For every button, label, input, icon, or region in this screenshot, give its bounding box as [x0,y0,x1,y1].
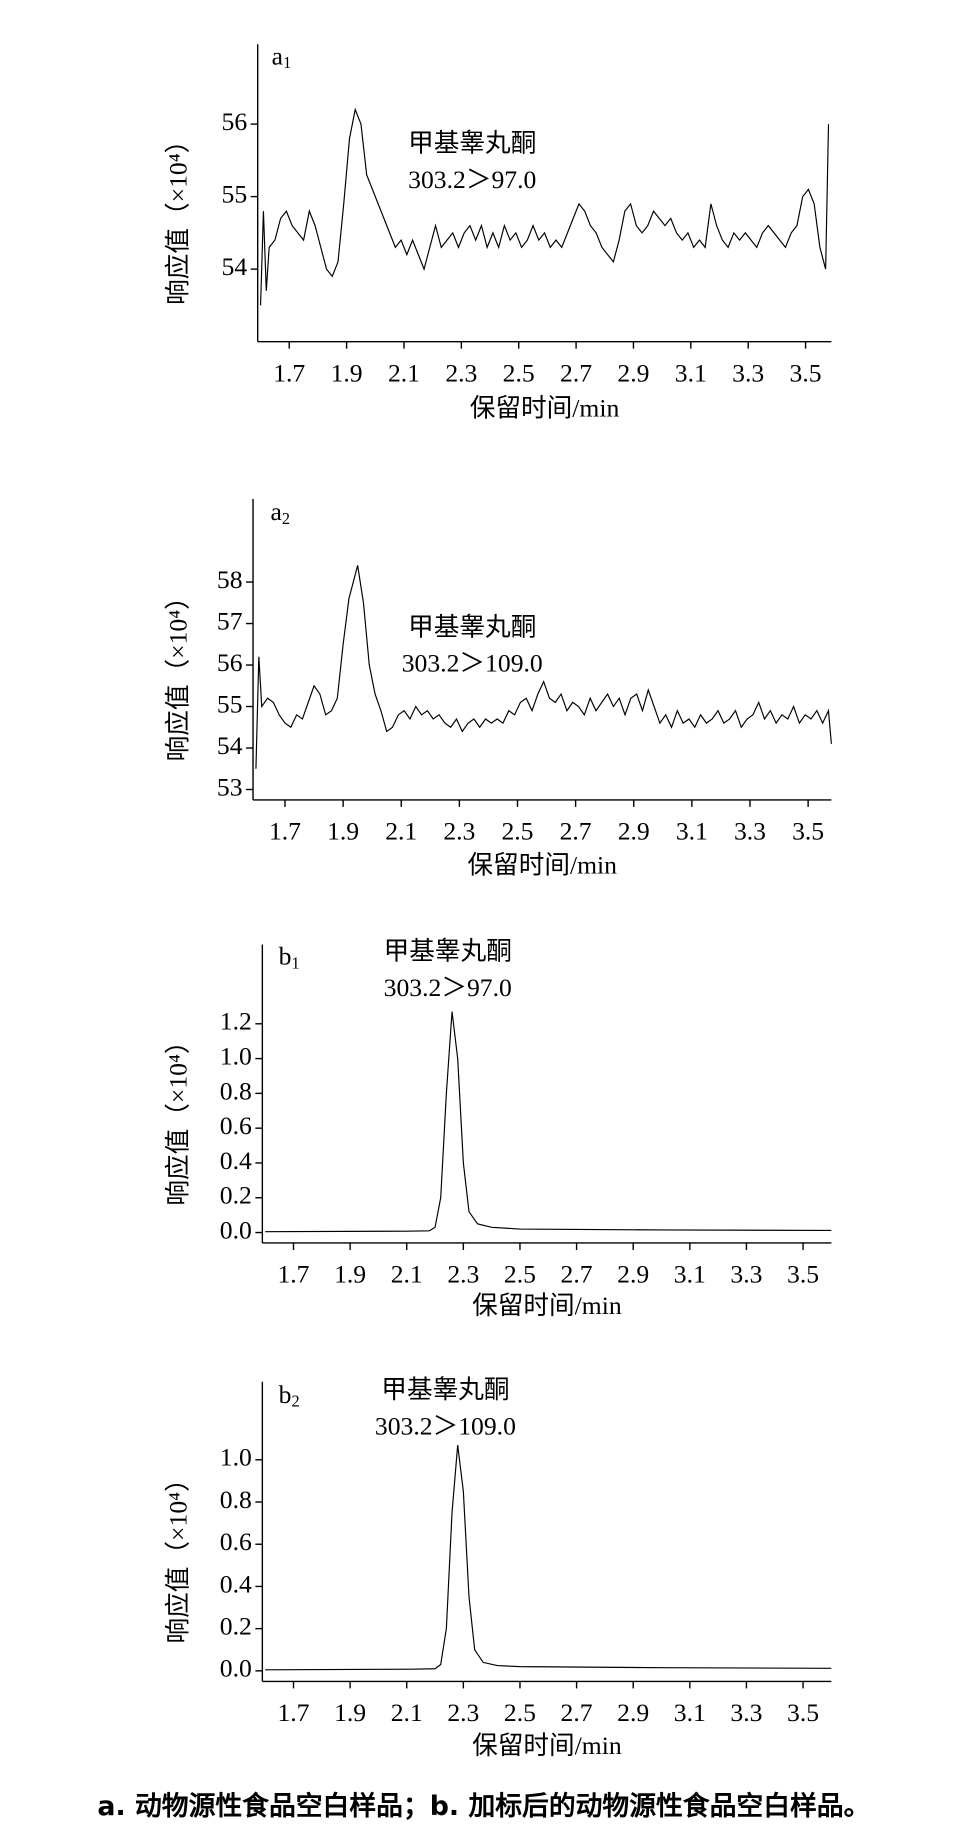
y-axis-label: 响应值（×10⁴） [164,584,193,761]
y-tick-label: 54 [222,252,248,281]
x-axis-label: 保留时间/min [470,393,620,422]
x-tick-label: 2.5 [501,817,533,846]
panel-letter: b [279,1380,292,1409]
x-tick-label: 3.5 [787,1260,819,1289]
panel-index: 2 [292,1391,300,1410]
x-tick-label: 1.7 [277,1260,309,1289]
chromatogram-trace [255,565,832,769]
x-tick-label: 2.5 [504,1698,536,1727]
panel-label: a2 [271,497,291,528]
y-tick-label: 1.0 [220,1041,252,1070]
x-tick-label: 2.7 [561,1698,593,1727]
chromatogram-trace [265,1011,832,1233]
y-axis-label: 响应值（×10⁴） [164,1028,193,1205]
x-tick-label: 3.1 [676,817,708,846]
y-tick-label: 1.2 [220,1007,252,1036]
x-tick-label: 3.3 [730,1698,762,1727]
x-tick-label: 2.3 [447,1260,479,1289]
y-tick-label: 56 [217,648,243,677]
compound-name: 甲基睾丸酮 [408,613,536,642]
x-tick-label: 3.5 [787,1698,819,1727]
y-tick-label: 0.4 [220,1569,252,1598]
x-tick-label: 3.3 [732,358,764,387]
x-tick-label: 3.5 [792,817,824,846]
panel-index: 1 [283,53,291,72]
y-tick-label: 56 [222,107,248,136]
y-tick-label: 0.0 [220,1654,252,1683]
x-tick-label: 1.9 [334,1698,366,1727]
y-tick-label: 55 [217,689,243,718]
x-tick-label: 2.1 [385,817,417,846]
x-tick-label: 2.7 [561,1260,593,1289]
y-tick-label: 57 [217,606,243,635]
panel-letter: b [279,941,292,970]
panel-index: 2 [282,509,290,528]
x-tick-label: 2.1 [391,1260,423,1289]
x-tick-label: 2.9 [617,1698,649,1727]
x-tick-label: 1.7 [269,817,301,846]
compound-name: 甲基睾丸酮 [381,1375,509,1404]
x-tick-label: 2.3 [445,358,477,387]
chromatogram-trace [265,1444,832,1671]
y-tick-label: 58 [217,565,243,594]
ion-transition: 303.2＞97.0 [384,973,512,1002]
y-tick-label: 0.2 [220,1612,252,1641]
ion-transition: 303.2＞109.0 [402,649,543,678]
y-tick-label: 0.8 [220,1076,252,1105]
y-tick-label: 53 [217,772,243,801]
x-tick-label: 3.3 [730,1260,762,1289]
x-tick-label: 3.1 [674,1698,706,1727]
x-axis-label: 保留时间/min [472,1291,622,1320]
x-tick-label: 2.1 [391,1698,423,1727]
y-tick-label: 0.4 [220,1146,252,1175]
x-tick-label: 1.9 [327,817,359,846]
panel-index: 1 [292,953,300,972]
panel-label: a1 [272,41,292,72]
x-tick-label: 2.3 [443,817,475,846]
x-tick-label: 2.5 [503,358,535,387]
chromatogram-trace [259,107,830,306]
x-tick-label: 3.3 [734,817,766,846]
ion-transition: 303.2＞97.0 [408,165,536,194]
panel-label: b2 [279,1380,300,1411]
x-axis-label: 保留时间/min [467,850,617,879]
panel-label: b1 [279,941,300,972]
x-tick-label: 1.9 [331,358,363,387]
y-tick-label: 54 [217,731,243,760]
x-tick-label: 3.1 [674,1260,706,1289]
y-tick-label: 55 [222,179,248,208]
x-tick-label: 3.1 [675,358,707,387]
x-tick-label: 2.7 [560,817,592,846]
x-tick-label: 2.3 [447,1698,479,1727]
x-tick-label: 2.9 [617,358,649,387]
panel-letter: a [271,497,283,526]
x-tick-label: 2.9 [618,817,650,846]
x-tick-label: 3.5 [790,358,822,387]
caption: a. 动物源性食品空白样品；b. 加标后的动物源性食品空白样品。 [97,1790,870,1822]
x-tick-label: 2.7 [560,358,592,387]
x-tick-label: 2.9 [617,1260,649,1289]
y-tick-label: 0.0 [220,1215,252,1244]
y-axis-label: 响应值（×10⁴） [164,1466,193,1643]
x-tick-label: 1.7 [277,1698,309,1727]
y-tick-label: 0.8 [220,1485,252,1514]
y-tick-label: 0.6 [220,1111,252,1140]
panel-letter: a [272,41,284,70]
x-tick-label: 1.9 [334,1260,366,1289]
compound-name: 甲基睾丸酮 [408,129,536,158]
x-tick-label: 2.5 [504,1260,536,1289]
y-tick-label: 1.0 [220,1443,252,1472]
x-tick-label: 2.1 [388,358,420,387]
x-axis-label: 保留时间/min [472,1731,622,1760]
y-axis-label: 响应值（×10⁴） [164,128,193,305]
x-tick-label: 1.7 [273,358,305,387]
compound-name: 甲基睾丸酮 [384,937,512,966]
ion-transition: 303.2＞109.0 [375,1411,516,1440]
y-tick-label: 0.2 [220,1181,252,1210]
y-tick-label: 0.6 [220,1527,252,1556]
